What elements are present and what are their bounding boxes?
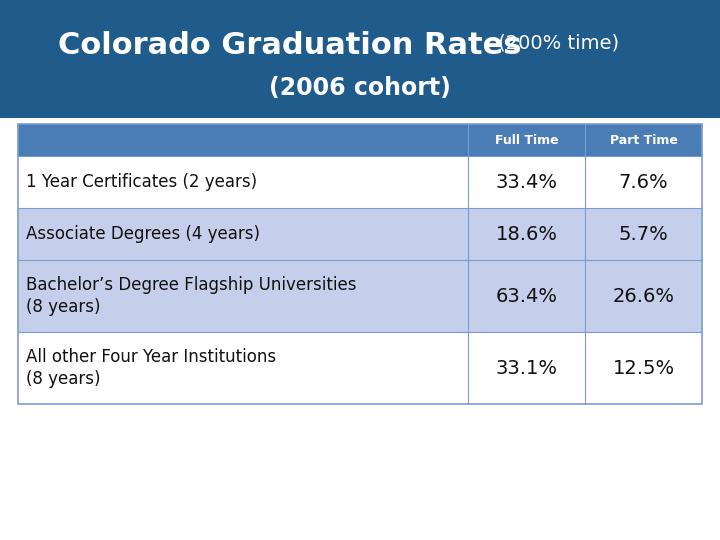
Text: 63.4%: 63.4% <box>495 287 557 306</box>
Text: 12.5%: 12.5% <box>613 359 675 377</box>
Text: 7.6%: 7.6% <box>618 172 668 192</box>
Text: Colorado Graduation Rates: Colorado Graduation Rates <box>58 30 521 59</box>
Text: All other Four Year Institutions
(8 years): All other Four Year Institutions (8 year… <box>26 348 276 388</box>
Bar <box>18 124 702 404</box>
Text: 18.6%: 18.6% <box>495 225 557 244</box>
Bar <box>18 260 702 332</box>
Bar <box>18 156 702 208</box>
Text: Associate Degrees (4 years): Associate Degrees (4 years) <box>26 225 260 243</box>
Bar <box>18 208 702 260</box>
Text: (200% time): (200% time) <box>492 33 619 52</box>
Text: 26.6%: 26.6% <box>613 287 675 306</box>
Text: 33.1%: 33.1% <box>495 359 557 377</box>
Text: Part Time: Part Time <box>610 133 678 146</box>
Bar <box>18 124 702 156</box>
Text: (2006 cohort): (2006 cohort) <box>269 76 451 100</box>
Text: 33.4%: 33.4% <box>495 172 557 192</box>
Text: Bachelor’s Degree Flagship Universities
(8 years): Bachelor’s Degree Flagship Universities … <box>26 276 356 316</box>
Text: 5.7%: 5.7% <box>618 225 668 244</box>
Bar <box>0 0 720 118</box>
Text: 1 Year Certificates (2 years): 1 Year Certificates (2 years) <box>26 173 257 191</box>
Text: Full Time: Full Time <box>495 133 558 146</box>
Bar <box>18 332 702 404</box>
